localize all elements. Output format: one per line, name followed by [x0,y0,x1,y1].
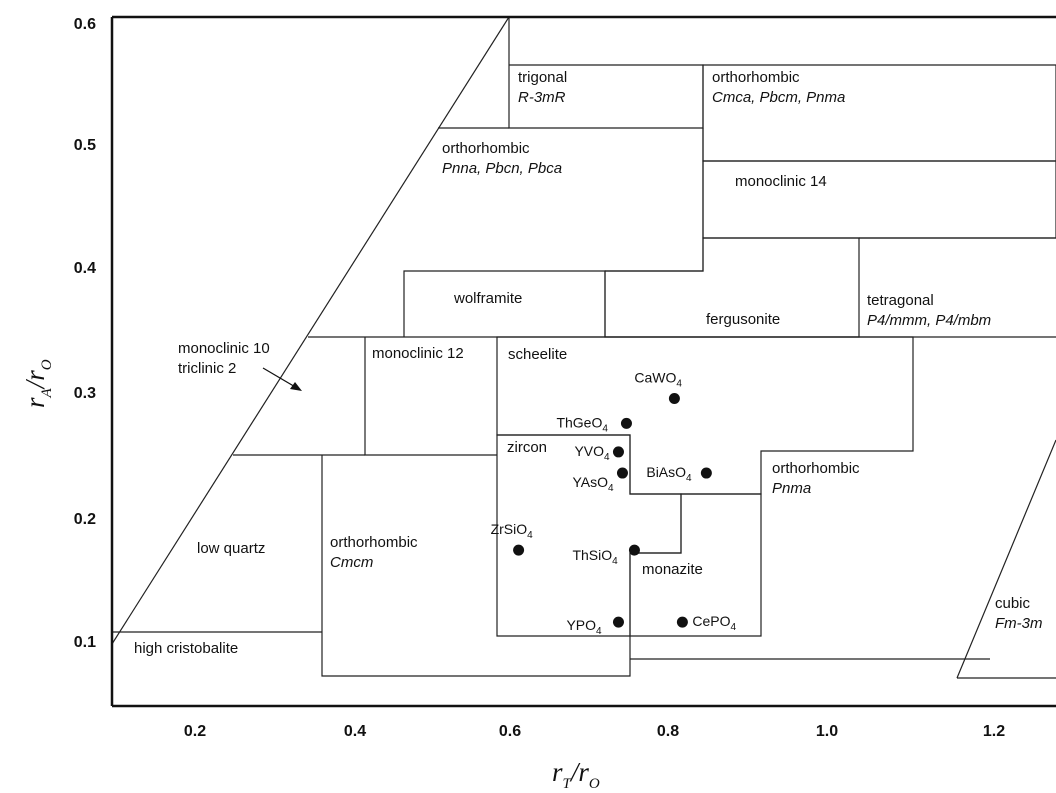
label-orthorhombic-pnna: orthorhombic [442,140,530,157]
annotation-arrow-line [262,367,298,389]
x-tick-0.4: 0.4 [344,723,366,740]
y-tick-0.1: 0.1 [74,634,96,651]
x-tick-0.6: 0.6 [499,723,521,740]
x-tick-labels: 0.2 0.4 0.6 0.8 1.0 1.2 [184,723,1005,740]
label-cubic-group: Fm-3m [995,615,1043,632]
point-yvo4 [612,446,624,458]
y-tick-0.6: 0.6 [74,16,96,33]
point-label-zrsio4: ZrSiO4 [491,521,534,541]
label-trigonal: trigonal [518,69,567,86]
region-cmcm-box [321,455,631,677]
data-points: CaWO4 ThGeO4 YVO4 YAsO4 BiAsO4 ZrSiO4 ThSiO4 YP… [491,370,737,638]
label-wolframite: wolframite [453,290,522,307]
label-high-cristobalite: high cristobalite [134,640,238,657]
label-tetragonal-group: P4/mmm, P4/mbm [867,312,991,329]
point-label-biaso4: BiAsO4 [646,464,692,484]
x-axis-title: rT/rO [552,757,600,792]
point-label-cawo4: CaWO4 [634,370,682,390]
annotation-arrowhead [290,382,302,391]
point-thsio4 [628,544,640,556]
region-wolframite-box [403,270,606,337]
point-label-ypo4: YPO4 [566,617,602,637]
point-zrsio4 [513,544,525,556]
y-tick-0.3: 0.3 [74,385,96,402]
y-tick-labels: 0.6 0.5 0.4 0.3 0.2 0.1 [74,16,96,651]
label-orthorhombic-cmca-group: Cmca, Pbcm, Pnma [712,89,845,106]
point-label-yaso4: YAsO4 [572,474,614,494]
point-yaso4 [616,467,628,479]
label-monoclinic-14: monoclinic 14 [735,173,827,190]
region-cubic-triangle [956,439,1056,679]
label-fergusonite: fergusonite [706,311,780,328]
x-tick-1.2: 1.2 [983,723,1005,740]
y-tick-0.5: 0.5 [74,137,96,154]
label-monoclinic-10: monoclinic 10 [178,340,270,357]
y-tick-0.4: 0.4 [74,260,96,277]
label-cubic: cubic [995,595,1031,612]
label-orthorhombic-cmca: orthorhombic [712,69,800,86]
label-scheelite: scheelite [508,346,567,363]
label-orthorhombic-cmcm: orthorhombic [330,534,418,551]
label-monazite: monazite [642,561,703,578]
label-zircon: zircon [507,439,547,456]
label-orthorhombic-pnma: orthorhombic [772,460,860,477]
label-low-quartz: low quartz [197,540,265,557]
region-large-triangle [111,16,510,645]
point-cawo4 [668,393,680,404]
point-label-thsio4: ThSiO4 [572,547,618,567]
label-triclinic-2: triclinic 2 [178,360,236,377]
point-ypo4 [612,616,624,628]
x-tick-1.0: 1.0 [816,723,838,740]
point-biaso4 [700,467,712,479]
label-tetragonal: tetragonal [867,292,934,309]
label-monoclinic-12: monoclinic 12 [372,345,464,362]
label-orthorhombic-pnma-group: Pnma [772,480,811,497]
y-axis-title: rA/rO [20,359,55,408]
label-trigonal-group: R-3mR [518,89,566,106]
x-tick-0.2: 0.2 [184,723,206,740]
region-pnna-box-right [605,128,704,272]
point-cepo4 [676,616,688,628]
point-label-cepo4: CePO4 [692,613,736,633]
y-tick-0.2: 0.2 [74,511,96,528]
point-label-yvo4: YVO4 [574,443,610,463]
point-thgeo4 [620,417,632,429]
label-orthorhombic-cmcm-group: Cmcm [330,554,373,571]
point-label-thgeo4: ThGeO4 [556,414,608,434]
label-orthorhombic-pnna-group: Pnna, Pbcn, Pbca [442,160,562,177]
x-tick-0.8: 0.8 [657,723,679,740]
